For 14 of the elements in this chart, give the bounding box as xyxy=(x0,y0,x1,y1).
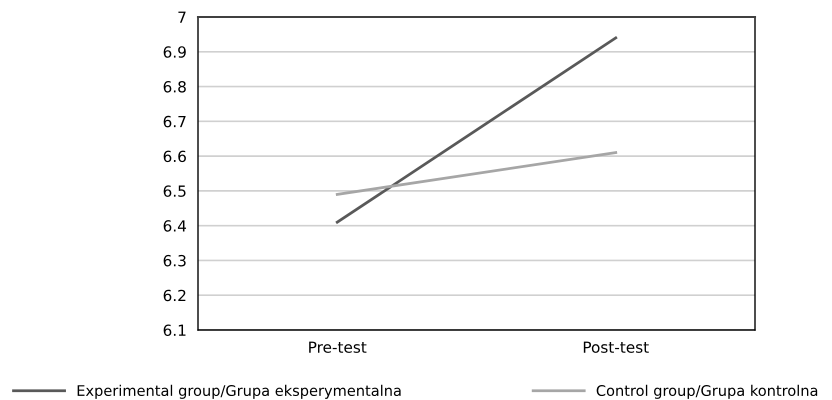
y-tick-label: 6.5 xyxy=(164,185,186,197)
y-tick-label: 6.1 xyxy=(164,324,186,336)
y-tick-label: 6.9 xyxy=(164,46,186,58)
legend-label: Experimental group/Grupa eksperymentalna xyxy=(78,384,401,399)
y-tick-label: 6.6 xyxy=(164,150,186,162)
y-tick-label: 6.3 xyxy=(164,254,186,266)
y-tick-label: 6.4 xyxy=(164,220,186,232)
legend-label: Control group/Grupa kontrolna xyxy=(596,384,818,399)
y-tick-label: 6.2 xyxy=(164,290,186,302)
x-tick-label: Post-test xyxy=(584,342,649,353)
y-tick-label: 6.7 xyxy=(164,116,186,128)
y-tick-label: 6.8 xyxy=(164,81,186,93)
x-tick-label: Pre-test xyxy=(309,342,366,353)
y-tick-label: 7 xyxy=(178,12,186,23)
